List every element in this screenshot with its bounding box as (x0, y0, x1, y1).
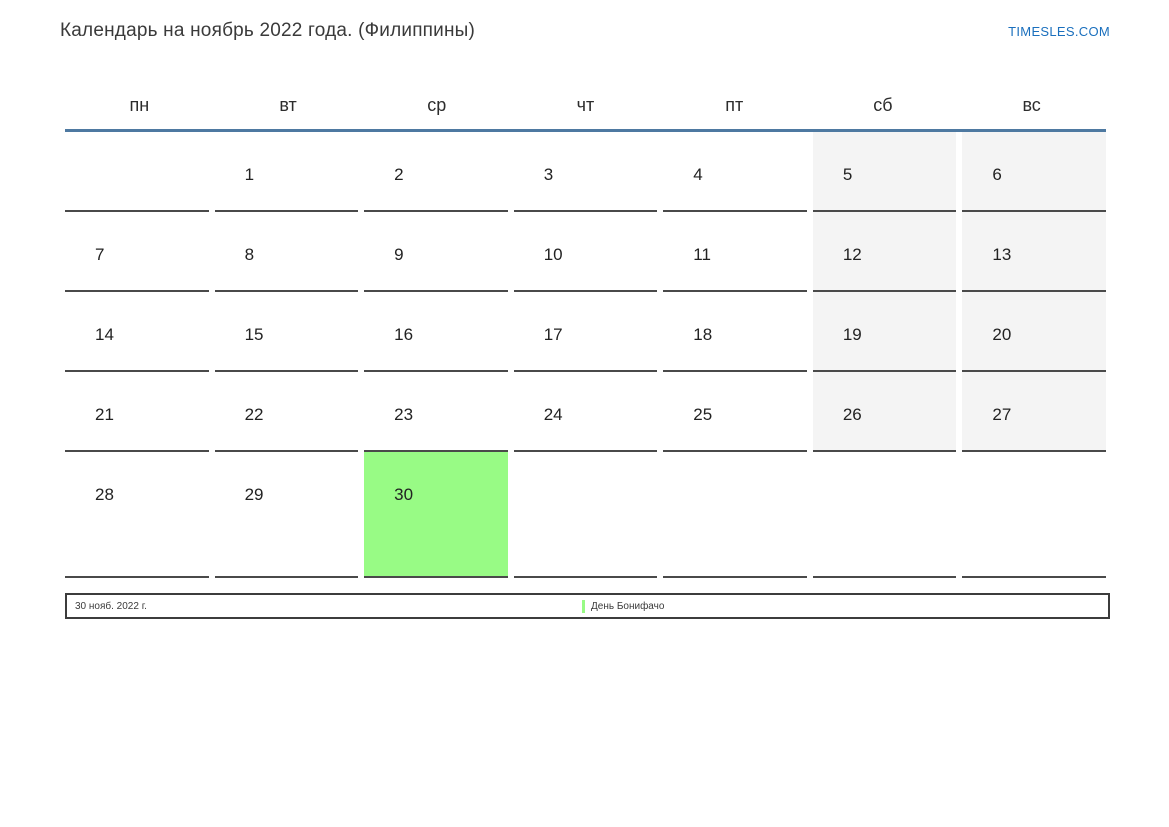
day-cell-5: 5 (812, 132, 957, 212)
day-cell-26: 26 (812, 372, 957, 452)
weekday-label-пт: пт (725, 95, 744, 115)
day-cell-empty (663, 452, 807, 578)
day-cell-7: 7 (65, 212, 209, 292)
day-cell-1: 1 (214, 132, 359, 212)
weekday-label-пн: пн (129, 95, 150, 115)
day-cell-15: 15 (214, 292, 359, 372)
day-cell-2: 2 (364, 132, 508, 212)
day-cell-29: 29 (214, 452, 359, 578)
day-cell-9: 9 (364, 212, 508, 292)
day-cell-13: 13 (962, 212, 1106, 292)
day-cell-24: 24 (513, 372, 658, 452)
weekday-label-ср: ср (427, 95, 447, 115)
page-title: Календарь на ноябрь 2022 года. (Филиппин… (60, 20, 476, 41)
day-cell-16: 16 (364, 292, 508, 372)
weekday-label-сб: сб (873, 95, 893, 115)
day-cell-empty (65, 132, 209, 212)
day-cell-3: 3 (513, 132, 658, 212)
day-cell-27: 27 (962, 372, 1106, 452)
day-cell-22: 22 (214, 372, 359, 452)
calendar-grid: 1 2 3 4 5 6 7 8 9 10 11 12 13 14 15 16 17 18 19 20 21 22 23 24 2… (65, 132, 1106, 578)
day-cell-23: 23 (364, 372, 508, 452)
weekday-header-row: пн вт ср чт пт сб вс (65, 82, 1106, 129)
weekday-label-вс: вс (1022, 95, 1041, 115)
holiday-label: День Бонифачо (591, 600, 665, 612)
holiday-marker-icon (582, 599, 585, 613)
day-cell-19: 19 (812, 292, 957, 372)
footer-date: 30 нояб. 2022 г. (75, 600, 147, 612)
day-cell-28: 28 (65, 452, 209, 578)
day-cell-14: 14 (65, 292, 209, 372)
brand-link[interactable]: TIMESLES.COM (1008, 24, 1110, 39)
weekday-label-вт: вт (279, 95, 297, 115)
day-cell-21: 21 (65, 372, 209, 452)
day-cell-12: 12 (812, 212, 957, 292)
weekday-label-чт: чт (576, 95, 595, 115)
day-cell-25: 25 (663, 372, 807, 452)
day-cell-20: 20 (962, 292, 1106, 372)
day-cell-8: 8 (214, 212, 359, 292)
day-cell-4: 4 (663, 132, 807, 212)
header-underline (65, 129, 1106, 132)
day-cell-empty (812, 452, 957, 578)
day-cell-10: 10 (513, 212, 658, 292)
day-cell-30: 30 (364, 452, 508, 578)
day-cell-6: 6 (962, 132, 1106, 212)
day-cell-empty (513, 452, 658, 578)
day-cell-18: 18 (663, 292, 807, 372)
day-cell-17: 17 (513, 292, 658, 372)
holiday-legend: День Бонифачо (582, 595, 664, 617)
day-cell-empty (962, 452, 1106, 578)
footer-legend: 30 нояб. 2022 г. День Бонифачо (65, 593, 1110, 619)
calendar: пн вт ср чт пт сб вс 1 2 3 4 5 6 7 8 9 10 11 12 13 14 15 16 17… (65, 82, 1106, 578)
day-cell-11: 11 (663, 212, 807, 292)
